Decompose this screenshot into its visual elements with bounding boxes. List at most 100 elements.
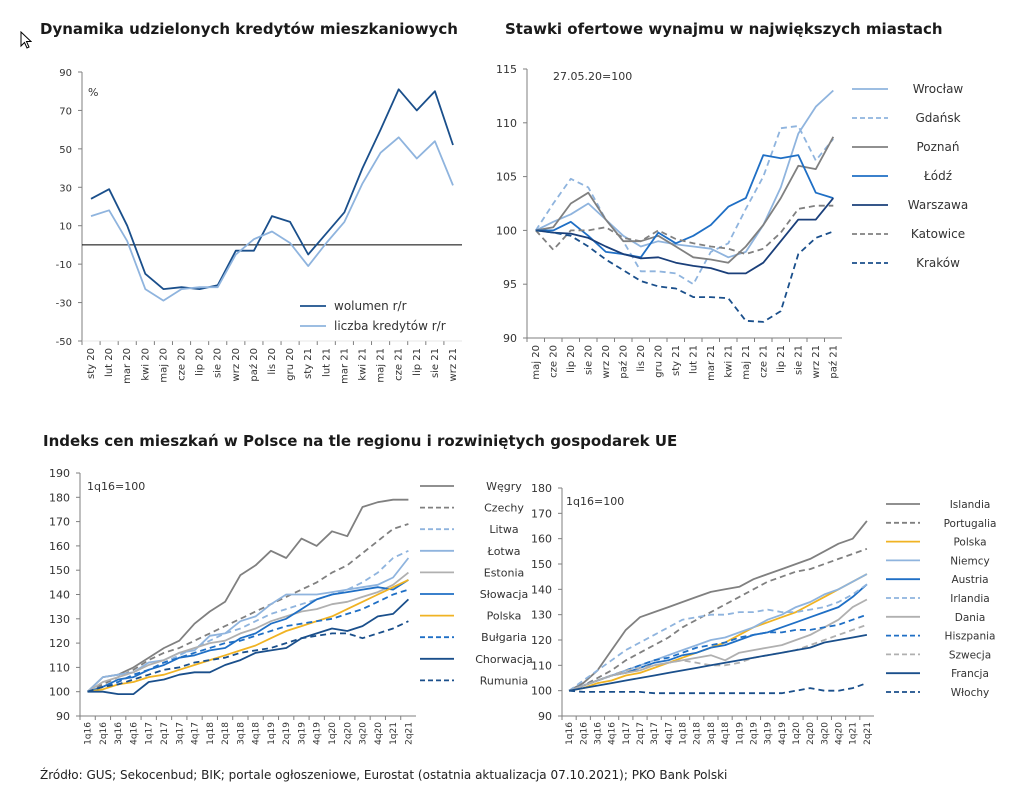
x-tick-label: sie 20 (213, 348, 224, 378)
x-tick-label: wrz 21 (448, 348, 459, 381)
x-tick-label: 4q16 (129, 722, 139, 745)
y-tick-label: 70 (59, 106, 72, 117)
x-tick-label: 2q21 (404, 722, 414, 745)
y-tick-label: 170 (531, 507, 552, 520)
legend-entry: Polska (487, 610, 522, 623)
y-tick-label: -30 (56, 299, 72, 310)
x-tick-label: mar 21 (339, 348, 350, 384)
y-tick-label: 30 (59, 183, 72, 194)
series-line-bułgaria (87, 588, 409, 693)
x-tick-label: lis 20 (636, 345, 647, 372)
series-line-katowice (535, 204, 834, 256)
legend-entry: Hiszpania (945, 631, 996, 643)
x-tick-label: 1q17 (145, 722, 155, 745)
y-tick-label: 115 (496, 63, 517, 76)
legend-entry: Francja (951, 668, 989, 680)
x-tick-label: sie 20 (583, 345, 594, 375)
y-tick-label: 10 (59, 222, 72, 233)
x-tick-label: lip 21 (412, 348, 423, 376)
chart-4: 180 170 160 150 140 130 120 110 100 90 1q16 2q16 3q1… (531, 482, 996, 745)
y-tick-label: -10 (56, 260, 72, 271)
series-line-polska (87, 579, 409, 693)
x-tick-label: 2q19 (749, 722, 759, 745)
x-tick-label: 4q18 (252, 722, 262, 745)
x-tick-label: 2q20 (806, 722, 816, 745)
y-tick-label: 90 (56, 710, 70, 723)
x-tick-label: cze 20 (548, 345, 559, 378)
x-tick-label: lis 20 (267, 348, 278, 375)
x-tick-label: 2q18 (221, 722, 231, 745)
y-tick-label: 100 (49, 686, 70, 699)
legend-entry: Szwecja (949, 649, 991, 661)
legend-entry: Islandia (950, 499, 991, 511)
legend-entry: Polska (953, 537, 986, 549)
legend-entry: Wrocław (913, 82, 964, 96)
legend-entry: liczba kredytów r/r (334, 319, 446, 333)
series-line-słowacja (87, 579, 409, 693)
x-tick-label: lut 21 (688, 345, 699, 374)
x-tick-label: gru 20 (285, 348, 296, 381)
legend-entry: Poznań (916, 140, 959, 154)
x-tick-label: lut 21 (321, 348, 332, 377)
y-tick-label: -50 (56, 337, 72, 348)
chart-annotation: 1q16=100 (566, 495, 624, 508)
series-line-irlandia (568, 583, 868, 692)
x-tick-label: 4q19 (313, 722, 323, 745)
series-line-włochy (569, 682, 868, 695)
x-tick-label: paź 20 (248, 348, 260, 382)
series-line-portugalia (568, 547, 868, 692)
x-tick-label: lut 20 (104, 348, 115, 377)
x-tick-label: 2q18 (693, 722, 703, 745)
legend-entry: Katowice (911, 227, 965, 241)
series-line-węgry (86, 498, 409, 693)
y-tick-label: 110 (496, 117, 517, 130)
x-tick-label: maj 20 (158, 348, 169, 383)
x-tick-label: 1q18 (679, 722, 689, 745)
series-line-liczba-kredytów-r-r (90, 136, 454, 302)
y-tick-label: 100 (531, 685, 552, 698)
x-tick-label: paź 20 (617, 345, 629, 379)
source-note: Źródło: GUS; Sekocenbud; BIK; portale og… (40, 768, 728, 782)
series-line-rumunia (87, 620, 409, 693)
series-line-poznań (535, 136, 835, 264)
legend-entry: Irlandia (950, 593, 989, 605)
x-tick-label: 2q17 (160, 722, 170, 745)
x-tick-label: 4q17 (191, 722, 201, 745)
y-tick-label: 180 (49, 491, 70, 504)
legend-entry: Dania (955, 612, 986, 624)
x-tick-label: 3q17 (175, 722, 185, 745)
x-tick-label: wrz 21 (811, 345, 822, 378)
series-line-dania (568, 598, 868, 692)
x-tick-label: 1q20 (792, 722, 802, 745)
legend-entry: Niemcy (950, 555, 989, 567)
series-line-wrocław (535, 89, 834, 259)
x-tick-label: 3q18 (707, 722, 717, 745)
legend-entry: Estonia (484, 566, 525, 579)
legend-entry: Portugalia (944, 518, 997, 530)
y-tick-label: 110 (49, 661, 70, 674)
x-tick-label: 4q18 (721, 722, 731, 745)
x-tick-label: 1q16 (565, 722, 575, 745)
x-tick-label: cze 21 (758, 345, 769, 378)
legend-entry: Chorwacja (475, 653, 533, 666)
series-line-łódź (535, 154, 834, 259)
x-tick-label: 4q16 (608, 722, 618, 745)
x-tick-label: 4q20 (835, 722, 845, 745)
y-tick-label: 140 (531, 583, 552, 596)
x-tick-label: 1q16 (84, 722, 94, 745)
series-line-estonia (87, 571, 409, 693)
x-tick-label: sty 20 (86, 348, 97, 379)
chart-annotation: 1q16=100 (87, 480, 145, 493)
legend-entry: Czechy (484, 502, 524, 515)
y-tick-label: 90 (538, 710, 552, 723)
x-tick-label: 1q18 (206, 722, 216, 745)
x-tick-label: mar 20 (122, 348, 133, 384)
series-line-łotwa (86, 557, 410, 693)
x-tick-label: sie 21 (793, 345, 804, 375)
x-tick-label: 4q19 (778, 722, 788, 745)
series-line-niemcy (568, 573, 868, 692)
x-tick-label: 2q16 (99, 722, 109, 745)
legend-entry: Litwa (489, 523, 518, 536)
legend-entry: Gdańsk (915, 111, 960, 125)
